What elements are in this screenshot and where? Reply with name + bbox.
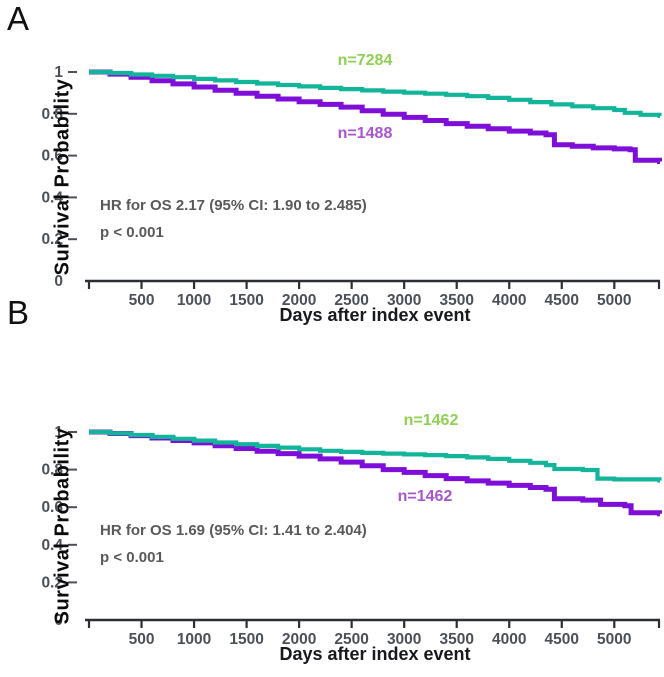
panel-a-hr-annotation: HR for OS 2.17 (95% CI: 1.90 to 2.485) xyxy=(100,197,367,214)
x-tick-label: 4500 xyxy=(545,631,579,648)
x-tick-label: 3500 xyxy=(439,292,473,309)
y-tick-label: 0.4 xyxy=(41,537,63,554)
panel-b-letter: B xyxy=(7,294,30,331)
x-tick-label: 3000 xyxy=(387,292,421,309)
panel-b-y-axis-label: Survival Probability xyxy=(51,427,74,625)
y-tick-label: 0.4 xyxy=(41,189,63,206)
panel-a-y-axis-label: Survival Probability xyxy=(51,78,74,276)
panel-b-x-axis-label: Days after index event xyxy=(279,644,471,664)
x-tick-label: 1000 xyxy=(177,631,211,648)
x-tick-label: 4000 xyxy=(492,292,526,309)
panel-a-pvalue-annotation: p < 0.001 xyxy=(100,224,164,241)
panel-a-green-series-label: n=7284 xyxy=(337,52,393,69)
km-curve-teal xyxy=(89,429,662,483)
y-tick-label: 0.8 xyxy=(41,106,63,123)
x-tick-label: 3000 xyxy=(387,631,421,648)
panel-a-chart: 500 1000 1500 2000 2500 3000 3500 4000 4500 5000 0… xyxy=(41,64,662,309)
panel-b-pvalue-annotation: p < 0.001 xyxy=(100,549,164,566)
x-tick-label: 3500 xyxy=(439,631,473,648)
panel-a-letter: A xyxy=(7,0,30,37)
x-tick-label: 500 xyxy=(129,631,155,648)
x-tick-label: 500 xyxy=(129,292,155,309)
y-tick-label: 0.6 xyxy=(41,148,63,165)
x-tick-label: 2500 xyxy=(334,292,368,309)
panel-b-purple-series-label: n=1462 xyxy=(397,488,453,505)
y-tick-label: 0.2 xyxy=(41,574,63,591)
panel-b-green-series-label: n=1462 xyxy=(403,412,459,429)
y-tick-label: 0.6 xyxy=(41,499,63,516)
y-tick-label: 1 xyxy=(54,64,63,81)
x-tick-label: 1500 xyxy=(229,292,263,309)
y-tick-label: 0.8 xyxy=(41,462,63,479)
x-tick-label: 1500 xyxy=(229,631,263,648)
x-tick-label: 1000 xyxy=(177,292,211,309)
x-tick-label: 2500 xyxy=(334,631,368,648)
x-tick-label: 4500 xyxy=(545,292,579,309)
panel-b-hr-annotation: HR for OS 1.69 (95% CI: 1.41 to 2.404) xyxy=(100,522,367,539)
x-tick-label: 2000 xyxy=(282,292,316,309)
y-tick-label: 1 xyxy=(54,424,63,441)
x-tick-label: 5000 xyxy=(597,292,631,309)
y-tick-label: 0 xyxy=(54,612,63,629)
panel-a-x-axis-label: Days after index event xyxy=(279,305,471,325)
x-tick-label: 4000 xyxy=(492,631,526,648)
y-tick-label: 0.2 xyxy=(41,231,63,248)
x-tick-label: 2000 xyxy=(282,631,316,648)
km-curve-teal xyxy=(89,69,662,118)
panel-b-chart: 500 1000 1500 2000 2500 3000 3500 4000 4500 5000 0… xyxy=(41,424,662,648)
x-tick-label: 5000 xyxy=(597,631,631,648)
y-tick-label: 0 xyxy=(54,273,63,290)
panel-a-purple-series-label: n=1488 xyxy=(337,125,393,142)
km-curve-purple xyxy=(89,69,662,164)
